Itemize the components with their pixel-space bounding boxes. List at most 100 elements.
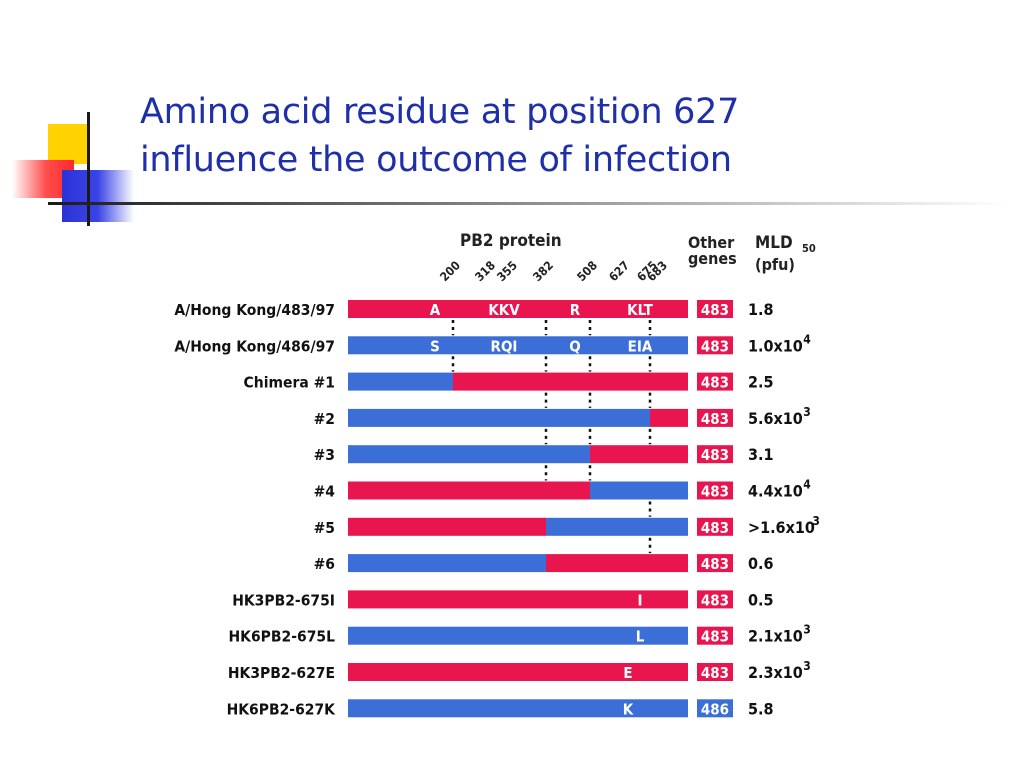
pb2-segment-red [546,554,688,573]
pb2-segment-red [348,663,688,681]
other-genes-label: 483 [701,519,729,537]
mld50-value: 0.6 [748,554,774,573]
pb2-segment-blue [348,372,453,391]
pb2-segment-blue [348,626,688,645]
pb2-segment-blue [590,481,688,500]
mld50-value: 5.8 [748,699,774,718]
header-mld: MLD [755,233,793,253]
row-label: #4 [314,483,336,501]
mld50-exponent: 4 [803,332,811,346]
pb2-segment-blue [348,554,546,573]
residue-label: R [570,301,581,319]
header-pfu: (pfu) [755,255,795,274]
residue-label: RQI [491,337,518,355]
pb2-segment-red [650,408,688,427]
residue-label: KKV [488,301,520,319]
other-genes-label: 483 [701,664,729,682]
other-genes-box [697,336,733,355]
slide-title-line-1: Amino acid residue at position 627 [140,92,740,132]
other-genes-box [697,554,733,573]
mld50-value: 0.5 [748,590,774,609]
pb2-segment-red [590,445,688,464]
pb2-segment-blue [546,517,688,536]
residue-label: EIA [628,337,653,355]
position-label-382: 382 [530,258,556,284]
row-label: HK6PB2-675L [228,628,335,646]
decor-yellow-square [48,124,90,164]
other-genes-box [697,517,733,536]
row-label: #5 [314,519,335,537]
other-genes-box [697,481,733,500]
slide-title: Amino acid residue at position 627 influ… [140,88,1000,184]
other-genes-label: 483 [701,337,729,355]
residue-label: I [637,591,642,609]
pb2-segment-red [348,590,688,609]
header-other-genes-line-1: Other [688,233,735,252]
position-label-200: 200 [437,258,463,284]
mld50-exponent: 3 [812,514,820,528]
other-genes-label: 483 [701,591,729,609]
other-genes-box [697,626,733,645]
mld50-value: 3.1 [748,445,774,464]
residue-label: L [636,628,645,646]
residue-label: E [623,664,632,682]
other-genes-label: 483 [701,301,729,319]
decor-vertical-line [87,112,90,226]
row-label: #3 [314,446,335,464]
residue-label: S [430,337,440,355]
header-other-genes-line-2: genes [688,249,737,268]
pb2-segment-red [348,300,688,318]
pb2-segment-red [348,481,590,500]
title-underline [48,202,1008,205]
row-label: HK6PB2-627K [227,700,337,718]
row-label: HK3PB2-675I [232,591,335,609]
mld50-value: 5.6x10 [748,409,803,428]
position-label-627: 627 [606,258,632,284]
mld50-exponent: 4 [803,478,811,492]
row-label: Chimera #1 [244,374,335,392]
slide-title-line-2: influence the outcome of infection [140,140,732,180]
mld50-value: 2.5 [748,373,774,392]
other-genes-box [697,590,733,609]
residue-label: KLT [627,301,654,319]
row-label: A/Hong Kong/483/97 [174,301,335,319]
other-genes-label: 483 [701,410,729,428]
other-genes-box [697,300,733,318]
other-genes-label: 483 [701,628,729,646]
pb2-segment-red [348,517,546,536]
pb2-segment-blue [348,336,688,355]
decor-blue-square [62,170,134,222]
other-genes-label: 483 [701,374,729,392]
other-genes-label: 483 [701,555,729,573]
row-label: A/Hong Kong/486/97 [174,337,335,355]
pb2-segment-blue [348,699,688,718]
pb2-segment-red [453,372,688,391]
other-genes-label: 486 [701,700,729,718]
mld50-value: 1.0x10 [748,336,803,355]
row-label: #6 [314,555,335,573]
mld50-exponent: 3 [803,405,811,419]
other-genes-label: 483 [701,446,729,464]
mld50-exponent: 3 [803,623,811,637]
row-label: HK3PB2-627E [228,664,335,682]
mld50-value: 1.8 [748,300,774,319]
mld50-value: 2.1x10 [748,627,803,646]
mld50-value: 4.4x10 [748,482,803,501]
header-pb2-protein: PB2 protein [460,231,562,251]
position-label-355: 355 [494,258,520,284]
other-genes-box [697,372,733,391]
other-genes-box [697,699,733,718]
pb2-segment-blue [348,408,650,427]
other-genes-box [697,408,733,427]
position-label-508: 508 [574,258,600,284]
residue-label: Q [569,337,580,355]
pb2-segment-blue [348,445,590,464]
residue-label: K [623,700,634,718]
mld50-value: >1.6x10 [748,518,815,537]
mld50-value: 2.3x10 [748,663,803,682]
residue-label: A [430,301,441,319]
pb2-chimera-figure: PB2 protein Other genes MLD 50 (pfu) 200 318 355… [170,222,830,722]
row-label: #2 [314,410,335,428]
header-mld-subscript: 50 [802,242,816,255]
